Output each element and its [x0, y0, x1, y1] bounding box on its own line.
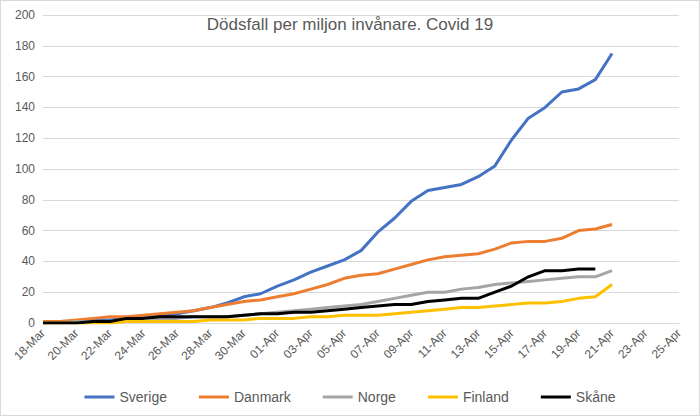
svg-text:19-Apr: 19-Apr	[548, 326, 583, 361]
svg-text:09-Apr: 09-Apr	[381, 326, 416, 361]
svg-text:Norge: Norge	[358, 389, 396, 405]
svg-text:22-Mar: 22-Mar	[78, 326, 115, 363]
svg-text:Danmark: Danmark	[234, 389, 292, 405]
svg-text:60: 60	[22, 224, 36, 238]
svg-text:0: 0	[28, 316, 35, 330]
svg-text:05-Apr: 05-Apr	[314, 326, 349, 361]
svg-text:18-Mar: 18-Mar	[11, 326, 48, 363]
svg-text:120: 120	[15, 131, 35, 145]
svg-text:07-Apr: 07-Apr	[347, 326, 382, 361]
svg-text:Sverige: Sverige	[119, 389, 167, 405]
svg-text:21-Apr: 21-Apr	[582, 326, 617, 361]
svg-text:24-Mar: 24-Mar	[112, 326, 149, 363]
svg-text:15-Apr: 15-Apr	[481, 326, 516, 361]
svg-text:80: 80	[22, 193, 36, 207]
svg-text:200: 200	[15, 8, 35, 22]
svg-text:180: 180	[15, 39, 35, 53]
svg-text:25-Apr: 25-Apr	[649, 326, 684, 361]
svg-text:01-Apr: 01-Apr	[247, 326, 282, 361]
svg-text:30-Mar: 30-Mar	[212, 326, 249, 363]
svg-text:140: 140	[15, 100, 35, 114]
svg-text:20: 20	[22, 285, 36, 299]
svg-text:Skåne: Skåne	[576, 389, 616, 405]
svg-text:Finland: Finland	[463, 389, 509, 405]
svg-text:40: 40	[22, 254, 36, 268]
svg-text:03-Apr: 03-Apr	[280, 326, 315, 361]
svg-text:28-Mar: 28-Mar	[179, 326, 216, 363]
svg-text:23-Apr: 23-Apr	[615, 326, 650, 361]
svg-text:Dödsfall per miljon invånare.: Dödsfall per miljon invånare. Covid 19	[207, 15, 493, 34]
svg-text:26-Mar: 26-Mar	[145, 326, 182, 363]
svg-text:11-Apr: 11-Apr	[415, 326, 450, 361]
svg-text:100: 100	[15, 162, 35, 176]
svg-text:20-Mar: 20-Mar	[45, 326, 82, 363]
svg-text:160: 160	[15, 70, 35, 84]
svg-text:13-Apr: 13-Apr	[448, 326, 483, 361]
svg-text:17-Apr: 17-Apr	[515, 326, 550, 361]
